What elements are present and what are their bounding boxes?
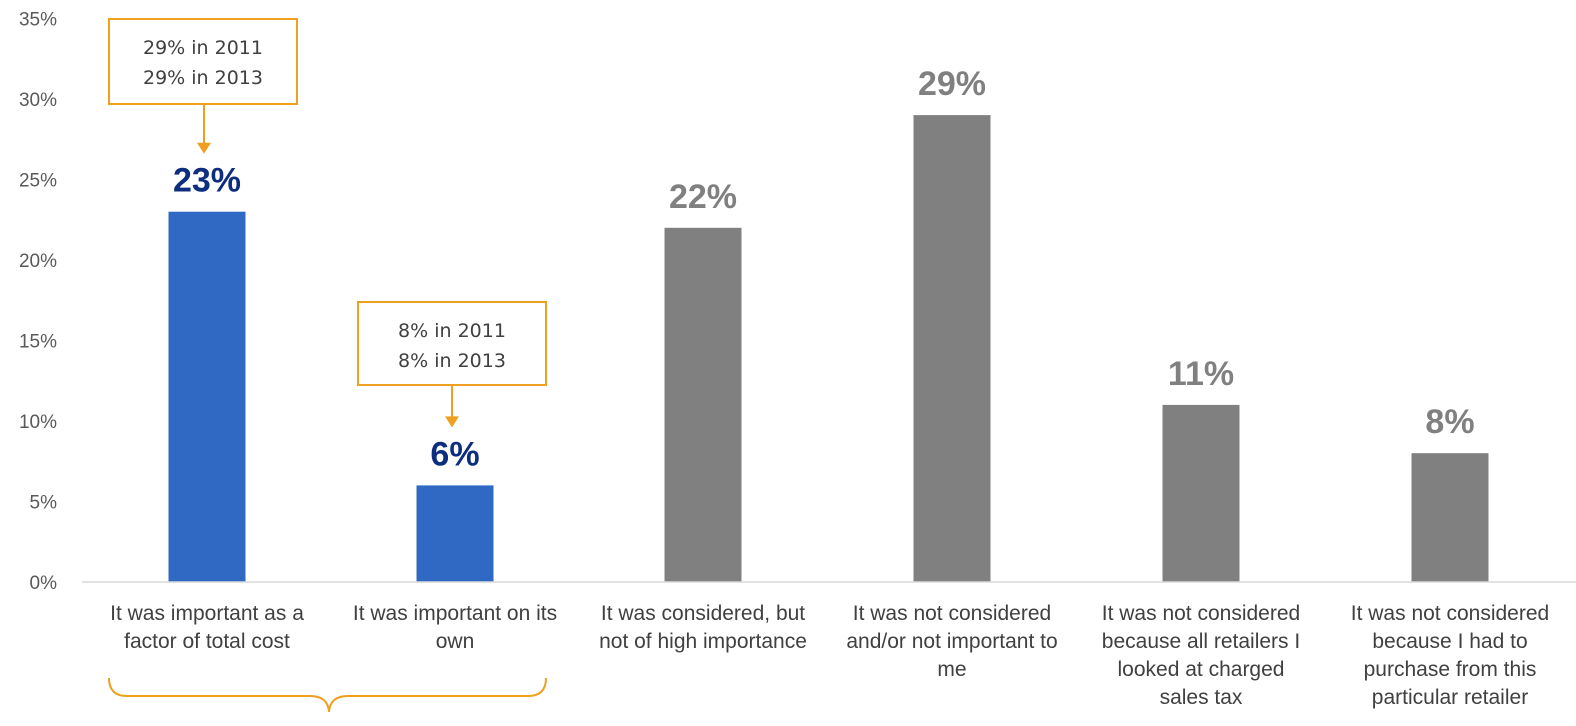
x-category-label-line: own xyxy=(435,630,475,653)
x-category-label-line: purchase from this xyxy=(1363,658,1537,681)
y-tick-label: 0% xyxy=(30,573,58,594)
bar xyxy=(168,211,246,582)
x-category-label: It was important on its own xyxy=(329,600,581,656)
x-category-label: It was not considered and/or not importan… xyxy=(826,600,1078,684)
y-tick-label: 10% xyxy=(19,412,57,433)
bar xyxy=(913,115,991,582)
data-label: 29% xyxy=(918,65,986,103)
y-tick-label: 35% xyxy=(19,10,57,31)
bars xyxy=(168,115,1489,583)
callout-box-2011-2013: 8% in 2011 8% in 2013 xyxy=(357,301,547,386)
y-tick-label: 15% xyxy=(19,332,57,353)
x-category-label: It was important as a factor of total cos… xyxy=(81,600,333,656)
x-category-label-line: looked at charged xyxy=(1117,658,1285,681)
y-tick-label: 25% xyxy=(19,171,57,192)
data-label: 11% xyxy=(1168,355,1234,393)
x-category-label-line: It was important as a xyxy=(110,602,304,625)
x-category-label-line: me xyxy=(937,658,967,681)
callout-box-2011-2013: 29% in 2011 29% in 2013 xyxy=(108,18,298,105)
annotation-arrow-head xyxy=(197,142,211,154)
data-label: 6% xyxy=(430,435,479,473)
x-category-label-line: It was important on its xyxy=(352,602,558,625)
x-category-label: It was considered, but not of high import… xyxy=(577,600,829,656)
data-label: 8% xyxy=(1425,403,1474,441)
x-category-label-line: factor of total cost xyxy=(124,630,290,653)
bar xyxy=(664,227,742,583)
x-category-label-line: because I had to xyxy=(1372,630,1528,653)
group-bracket xyxy=(108,677,547,713)
callout-line: 8% in 2013 xyxy=(398,350,506,372)
x-category-label-line: It was not considered xyxy=(852,602,1052,625)
annotation-arrows xyxy=(197,105,459,428)
x-category-label: It was not considered because I had to pur… xyxy=(1324,600,1576,712)
y-axis: 0% 5% 10% 15% 20% 25% 30% 35% xyxy=(19,10,57,595)
x-category-label-line: not of high importance xyxy=(599,630,807,653)
bar xyxy=(1162,404,1240,582)
x-category-label-line: particular retailer xyxy=(1371,686,1529,709)
annotation-arrow-head xyxy=(445,416,459,428)
bar xyxy=(1411,453,1489,582)
x-category-label-line: and/or not important to xyxy=(846,630,1058,653)
x-category-label-line: It was considered, but xyxy=(600,602,806,625)
x-category-label-line: It was not considered xyxy=(1101,602,1301,625)
y-tick-label: 5% xyxy=(30,493,58,514)
callout-line: 29% in 2011 xyxy=(143,37,263,59)
x-category-label: It was not considered because all retaile… xyxy=(1075,600,1327,712)
callout-line: 29% in 2013 xyxy=(143,67,263,89)
bar xyxy=(416,485,494,582)
data-label: 22% xyxy=(669,178,737,216)
x-category-label-line: It was not considered xyxy=(1350,602,1550,625)
callout-line: 8% in 2011 xyxy=(398,320,506,342)
data-label: 23% xyxy=(173,162,241,200)
data-labels: 23% 6% 22% 29% 11% 8% xyxy=(173,65,1475,473)
y-tick-label: 20% xyxy=(19,251,57,272)
y-tick-label: 30% xyxy=(19,90,57,111)
x-category-label-line: because all retailers I xyxy=(1101,630,1301,653)
x-category-label-line: sales tax xyxy=(1159,686,1243,709)
